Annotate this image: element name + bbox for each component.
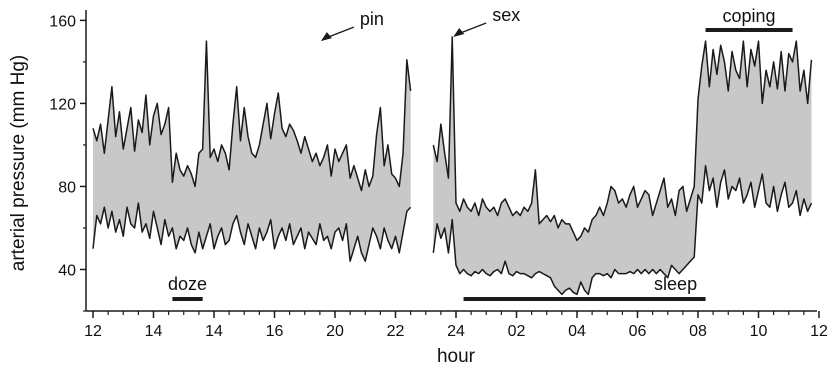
x-tick-label: 06 — [629, 323, 647, 340]
x-tick-label: 04 — [568, 323, 586, 340]
x-tick-label: 22 — [387, 323, 405, 340]
x-tick-label: 02 — [508, 323, 526, 340]
x-tick-label: 14 — [145, 323, 163, 340]
systolic-line-1 — [92, 40, 412, 192]
systolic-line-2 — [432, 36, 813, 242]
pressure-band-1 — [93, 41, 411, 262]
period-label-coping: coping — [723, 6, 776, 26]
x-tick-label: 12 — [810, 323, 828, 340]
y-tick-label: 40 — [58, 262, 76, 279]
annotations: pin sex doze sleep coping — [168, 5, 793, 301]
x-tick-label: 24 — [447, 323, 465, 340]
diastolic-line-1 — [92, 202, 412, 262]
period-label-doze: doze — [168, 274, 207, 294]
arrow-head — [453, 27, 465, 37]
x-tick-label: 20 — [326, 323, 344, 340]
x-tick-label: 16 — [266, 323, 284, 340]
pressure-bands — [92, 36, 813, 296]
chart-axes: 40 80 120 160 12 14 14 16 20 22 24 02 04 06 08 10 12 — [49, 10, 828, 340]
period-label-sleep: sleep — [654, 274, 697, 294]
x-tick-label: 14 — [205, 323, 223, 340]
x-axis-label: hour — [437, 346, 476, 367]
y-tick-label: 160 — [49, 13, 76, 30]
pressure-band-2 — [433, 36, 812, 295]
annotation-sex: sex — [492, 5, 520, 25]
x-tick-label: 10 — [750, 323, 768, 340]
y-tick-label: 80 — [58, 179, 76, 196]
y-axis-label: arterial pressure (mm Hg) — [8, 55, 29, 271]
arrow-head — [320, 32, 332, 42]
diastolic-line-2 — [432, 164, 813, 296]
y-tick-label: 120 — [49, 96, 76, 113]
x-tick-label: 08 — [689, 323, 707, 340]
x-tick-label: 12 — [84, 323, 102, 340]
annotation-pin: pin — [360, 9, 384, 29]
